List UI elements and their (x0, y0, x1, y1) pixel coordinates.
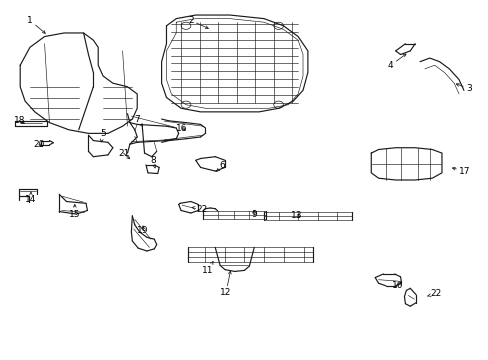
Text: 21: 21 (118, 149, 129, 159)
Text: 15: 15 (69, 204, 81, 219)
Text: 16: 16 (176, 123, 187, 132)
Text: 1: 1 (27, 16, 45, 33)
Text: 18: 18 (14, 116, 25, 125)
Text: 13: 13 (291, 211, 302, 220)
Text: 12: 12 (220, 271, 231, 297)
Text: 17: 17 (451, 167, 469, 176)
Text: 8: 8 (150, 156, 155, 168)
Text: 4: 4 (387, 54, 405, 70)
Text: 22: 22 (192, 205, 207, 214)
Text: 2: 2 (188, 16, 208, 28)
Text: 11: 11 (202, 262, 213, 275)
Text: 14: 14 (25, 192, 37, 204)
Text: 10: 10 (391, 281, 403, 290)
Text: 6: 6 (216, 161, 225, 171)
Text: 22: 22 (427, 289, 440, 298)
Text: 20: 20 (33, 140, 44, 149)
Text: 9: 9 (251, 210, 257, 219)
Text: 5: 5 (100, 129, 106, 142)
Text: 3: 3 (455, 84, 471, 93)
Text: 7: 7 (134, 114, 142, 126)
Text: 19: 19 (137, 226, 148, 235)
